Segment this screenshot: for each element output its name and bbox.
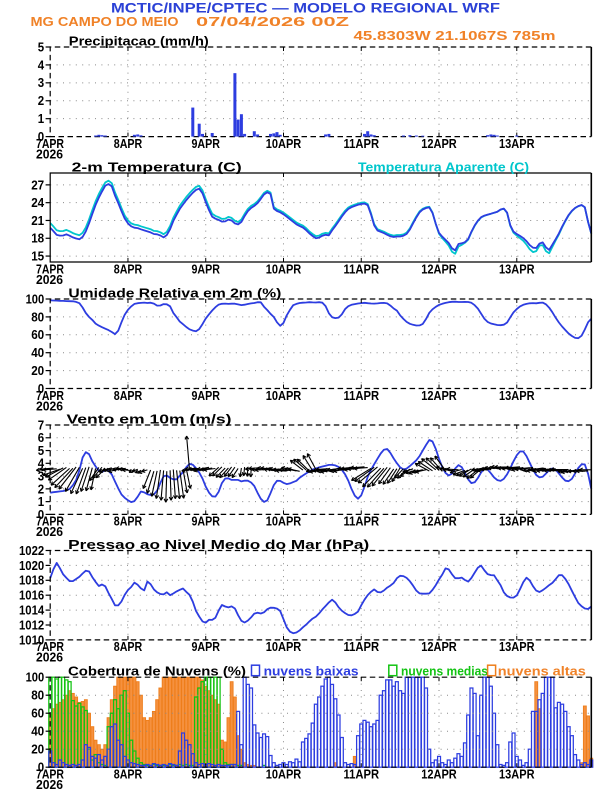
svg-text:80: 80 <box>31 688 44 703</box>
svg-text:1012: 1012 <box>19 617 44 632</box>
svg-text:15: 15 <box>31 248 44 263</box>
svg-text:2-m Temperatura (C): 2-m Temperatura (C) <box>72 159 242 174</box>
svg-text:24: 24 <box>31 195 45 210</box>
svg-text:nuvens altas: nuvens altas <box>498 664 586 679</box>
svg-text:8APR: 8APR <box>114 640 143 654</box>
svg-text:11APR: 11APR <box>344 515 380 529</box>
svg-text:MG CAMPO DO MEIO: MG CAMPO DO MEIO <box>31 14 179 29</box>
svg-text:13APR: 13APR <box>499 137 535 151</box>
svg-text:6: 6 <box>38 430 44 445</box>
svg-text:21: 21 <box>31 213 44 228</box>
svg-text:Vento em 10m (m/s): Vento em 10m (m/s) <box>67 411 232 426</box>
svg-text:13APR: 13APR <box>499 515 535 529</box>
svg-text:2026: 2026 <box>36 273 63 287</box>
svg-text:13APR: 13APR <box>499 768 535 782</box>
svg-text:1: 1 <box>38 494 44 509</box>
svg-text:Pressao ao Nivel Medio do Mar: Pressao ao Nivel Medio do Mar (hPa) <box>68 537 369 552</box>
svg-text:9APR: 9APR <box>191 640 220 654</box>
svg-text:2026: 2026 <box>36 651 63 665</box>
svg-text:20: 20 <box>31 363 44 378</box>
svg-text:Precipitacao (mm/h): Precipitacao (mm/h) <box>69 33 209 48</box>
svg-text:9APR: 9APR <box>191 389 220 403</box>
svg-text:60: 60 <box>31 706 44 721</box>
svg-text:1: 1 <box>38 111 44 126</box>
svg-text:2: 2 <box>38 93 44 108</box>
svg-text:12APR: 12APR <box>421 515 457 529</box>
svg-text:nuvens baixas: nuvens baixas <box>264 664 359 679</box>
svg-text:4: 4 <box>38 57 45 72</box>
svg-text:11APR: 11APR <box>344 262 380 276</box>
svg-text:Umidade Relativa em 2m (%): Umidade Relativa em 2m (%) <box>68 285 281 300</box>
svg-text:18: 18 <box>31 231 44 246</box>
svg-text:60: 60 <box>31 327 44 342</box>
svg-text:10APR: 10APR <box>266 515 302 529</box>
svg-text:45.8303W 21.1067S 785m: 45.8303W 21.1067S 785m <box>354 28 556 43</box>
svg-text:2026: 2026 <box>36 525 63 539</box>
svg-text:2026: 2026 <box>36 147 63 161</box>
svg-text:5: 5 <box>38 39 44 54</box>
svg-text:2: 2 <box>38 481 44 496</box>
svg-text:07/04/2026 00Z: 07/04/2026 00Z <box>196 14 349 29</box>
svg-text:9APR: 9APR <box>191 262 220 276</box>
svg-text:40: 40 <box>31 724 44 739</box>
svg-text:8APR: 8APR <box>114 137 143 151</box>
svg-text:12APR: 12APR <box>421 640 457 654</box>
svg-text:100: 100 <box>26 670 45 685</box>
svg-text:1022: 1022 <box>19 543 44 558</box>
svg-text:9APR: 9APR <box>191 768 220 782</box>
svg-text:8APR: 8APR <box>114 768 143 782</box>
svg-text:2026: 2026 <box>36 778 63 792</box>
svg-text:11APR: 11APR <box>344 389 380 403</box>
svg-text:80: 80 <box>31 309 44 324</box>
svg-text:10APR: 10APR <box>266 768 302 782</box>
svg-text:2026: 2026 <box>36 399 63 413</box>
svg-text:7: 7 <box>38 417 44 432</box>
svg-text:1014: 1014 <box>19 603 45 618</box>
svg-text:8APR: 8APR <box>114 262 143 276</box>
svg-text:10APR: 10APR <box>266 640 302 654</box>
svg-text:10APR: 10APR <box>266 389 302 403</box>
svg-text:10APR: 10APR <box>266 137 302 151</box>
svg-text:Temperatura Aparente (C): Temperatura Aparente (C) <box>358 159 529 174</box>
svg-text:9APR: 9APR <box>191 515 220 529</box>
svg-text:12APR: 12APR <box>421 389 457 403</box>
svg-text:nuvens medias: nuvens medias <box>401 664 488 679</box>
svg-text:13APR: 13APR <box>499 262 535 276</box>
svg-text:8APR: 8APR <box>114 389 143 403</box>
svg-text:1016: 1016 <box>19 588 44 603</box>
svg-text:10APR: 10APR <box>266 262 302 276</box>
svg-text:3: 3 <box>38 468 44 483</box>
svg-text:13APR: 13APR <box>499 389 535 403</box>
svg-text:Cobertura de Nuvens (%): Cobertura de Nuvens (%) <box>68 664 246 679</box>
svg-text:27: 27 <box>31 177 44 192</box>
svg-text:8APR: 8APR <box>114 515 143 529</box>
svg-text:11APR: 11APR <box>344 768 380 782</box>
svg-text:12APR: 12APR <box>421 768 457 782</box>
svg-text:1018: 1018 <box>19 573 44 588</box>
svg-text:4: 4 <box>38 456 45 471</box>
svg-text:40: 40 <box>31 345 44 360</box>
svg-text:5: 5 <box>38 443 44 458</box>
svg-text:1020: 1020 <box>19 558 44 573</box>
svg-text:100: 100 <box>26 291 45 306</box>
svg-text:12APR: 12APR <box>421 262 457 276</box>
svg-text:13APR: 13APR <box>499 640 535 654</box>
svg-text:11APR: 11APR <box>344 137 380 151</box>
svg-text:3: 3 <box>38 75 44 90</box>
svg-text:11APR: 11APR <box>344 640 380 654</box>
svg-text:20: 20 <box>31 742 44 757</box>
svg-text:12APR: 12APR <box>421 137 457 151</box>
svg-text:9APR: 9APR <box>191 137 220 151</box>
